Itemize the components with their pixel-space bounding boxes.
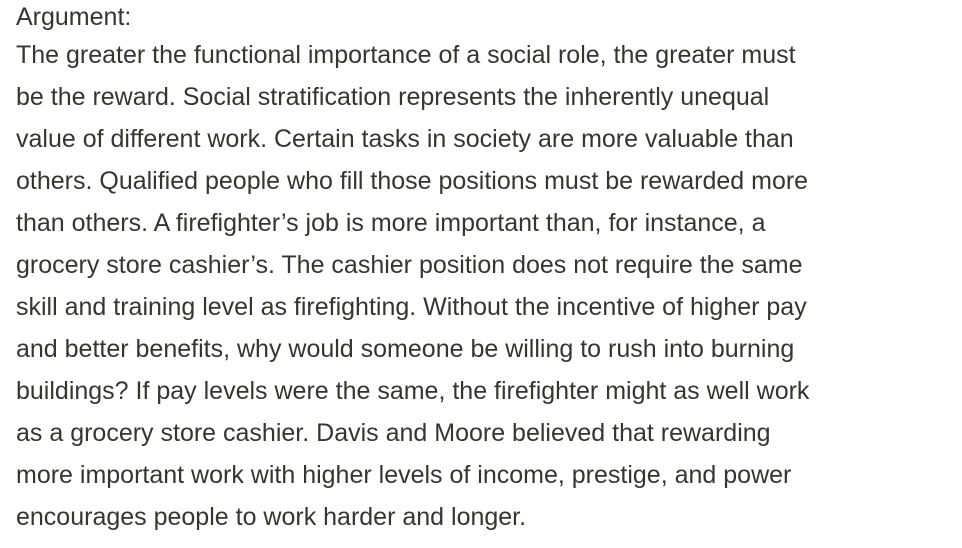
paragraph-line: more important work with higher levels o…	[16, 461, 792, 489]
paragraph-line: buildings? If pay levels were the same, …	[16, 377, 810, 405]
paragraph-line: skill and training level as firefighting…	[16, 293, 807, 321]
paragraph-line: be the reward. Social stratification rep…	[16, 83, 770, 111]
paragraph-line: as a grocery store cashier. Davis and Mo…	[16, 419, 771, 447]
document: Argument: The greater the functional imp…	[16, 0, 956, 538]
paragraph-line: others. Qualified people who fill those …	[16, 167, 809, 195]
paragraph-line: The greater the functional importance of…	[16, 41, 796, 69]
argument-paragraph: The greater the functional importance of…	[16, 34, 956, 538]
paragraph-line: encourages people to work harder and lon…	[16, 503, 527, 531]
argument-heading: Argument:	[16, 3, 132, 31]
paragraph-line: than others. A firefighter’s job is more…	[16, 209, 766, 237]
paragraph-line: grocery store cashier’s. The cashier pos…	[16, 251, 803, 279]
paragraph-line: and better benefits, why would someone b…	[16, 335, 795, 363]
paragraph-line: value of different work. Certain tasks i…	[16, 125, 794, 153]
